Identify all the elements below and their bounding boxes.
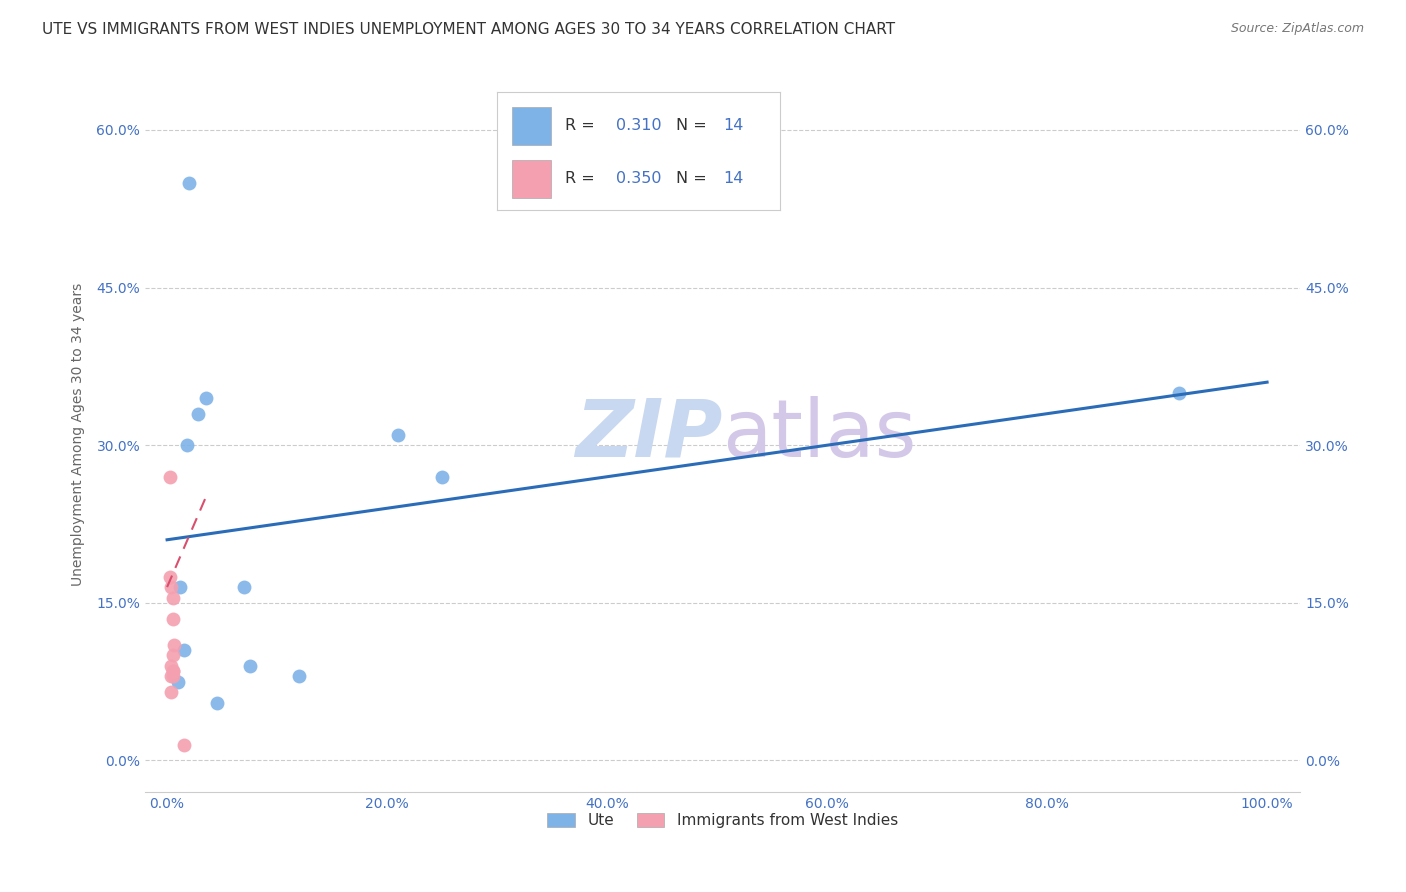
Point bbox=[159, 469, 181, 483]
Point bbox=[162, 648, 184, 663]
Text: UTE VS IMMIGRANTS FROM WEST INDIES UNEMPLOYMENT AMONG AGES 30 TO 34 YEARS CORREL: UTE VS IMMIGRANTS FROM WEST INDIES UNEMP… bbox=[42, 22, 896, 37]
Point bbox=[160, 685, 183, 699]
Point bbox=[239, 658, 262, 673]
Y-axis label: Unemployment Among Ages 30 to 34 years: Unemployment Among Ages 30 to 34 years bbox=[72, 283, 86, 586]
Point bbox=[187, 407, 209, 421]
Point bbox=[162, 669, 184, 683]
Point bbox=[205, 696, 228, 710]
Point bbox=[176, 438, 198, 452]
Point bbox=[163, 638, 186, 652]
Point bbox=[160, 669, 183, 683]
Point bbox=[430, 469, 453, 483]
Point bbox=[160, 658, 183, 673]
Point bbox=[169, 580, 191, 594]
Point bbox=[160, 580, 183, 594]
Point bbox=[162, 664, 184, 678]
Point bbox=[167, 674, 190, 689]
Point bbox=[173, 643, 195, 657]
Point bbox=[194, 391, 217, 405]
Point bbox=[387, 427, 409, 442]
Point bbox=[162, 664, 184, 678]
Legend: Ute, Immigrants from West Indies: Ute, Immigrants from West Indies bbox=[541, 806, 904, 834]
Point bbox=[1168, 385, 1191, 400]
Point bbox=[162, 611, 184, 625]
Point bbox=[233, 580, 256, 594]
Point bbox=[173, 738, 195, 752]
Point bbox=[288, 669, 311, 683]
Text: Source: ZipAtlas.com: Source: ZipAtlas.com bbox=[1230, 22, 1364, 36]
Text: atlas: atlas bbox=[723, 396, 917, 474]
Text: ZIP: ZIP bbox=[575, 396, 723, 474]
Point bbox=[159, 569, 181, 583]
Point bbox=[162, 591, 184, 605]
Point bbox=[177, 176, 200, 190]
